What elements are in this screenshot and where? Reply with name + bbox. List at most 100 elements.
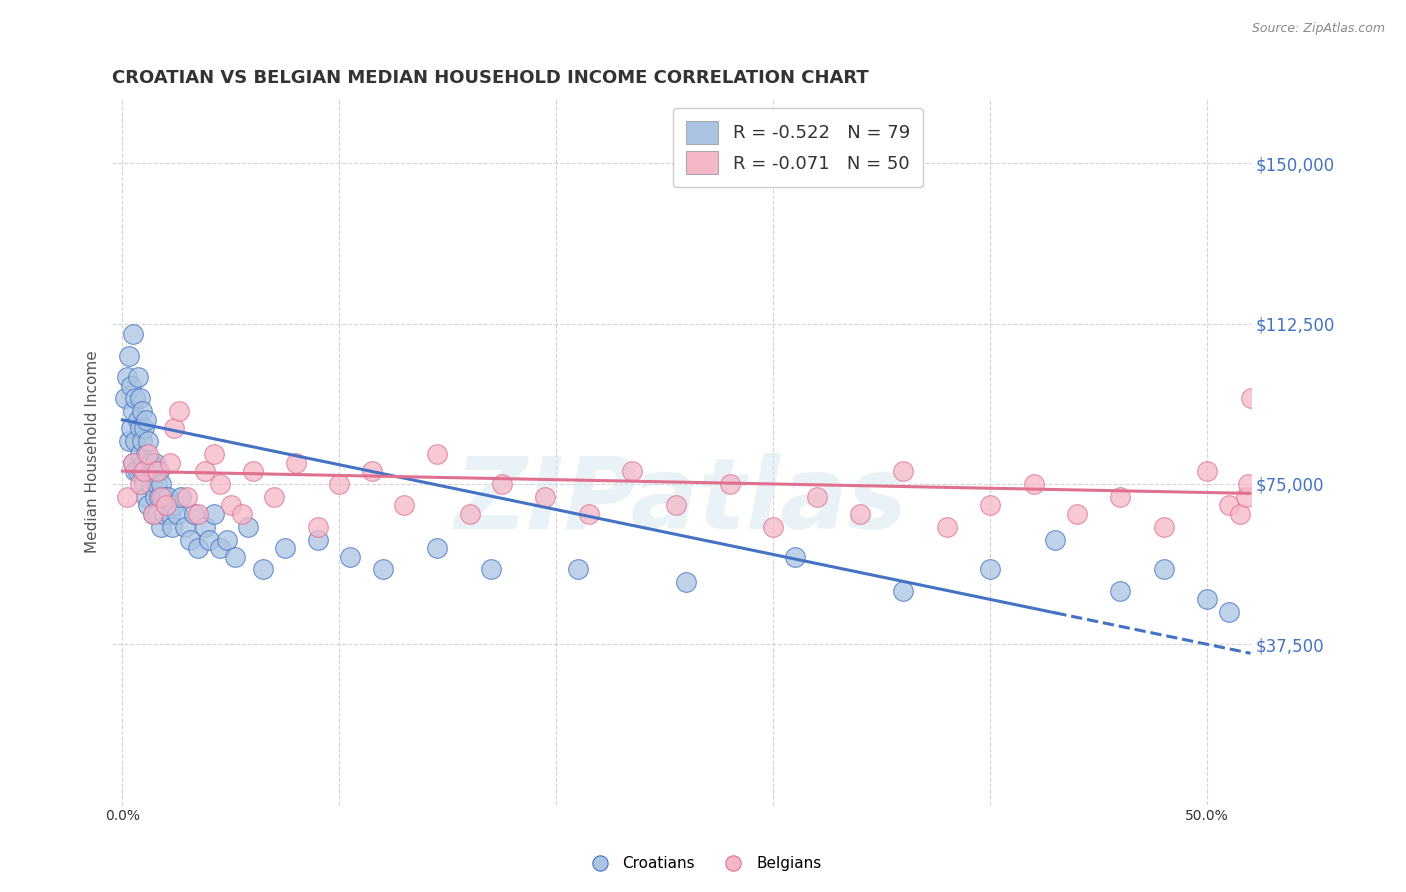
Point bbox=[762, 519, 785, 533]
Point bbox=[806, 490, 828, 504]
Point bbox=[371, 562, 394, 576]
Point bbox=[979, 562, 1001, 576]
Point bbox=[155, 499, 177, 513]
Point bbox=[127, 370, 149, 384]
Point bbox=[167, 404, 190, 418]
Point bbox=[893, 464, 915, 478]
Point bbox=[718, 477, 741, 491]
Point bbox=[238, 519, 260, 533]
Point bbox=[122, 327, 145, 342]
Point bbox=[156, 490, 179, 504]
Point bbox=[1239, 392, 1261, 406]
Point bbox=[128, 392, 150, 406]
Point bbox=[307, 519, 329, 533]
Point bbox=[122, 404, 145, 418]
Point bbox=[242, 464, 264, 478]
Text: CROATIAN VS BELGIAN MEDIAN HOUSEHOLD INCOME CORRELATION CHART: CROATIAN VS BELGIAN MEDIAN HOUSEHOLD INC… bbox=[111, 69, 869, 87]
Point bbox=[1109, 583, 1132, 598]
Point bbox=[479, 562, 502, 576]
Point bbox=[1218, 499, 1240, 513]
Point bbox=[328, 477, 350, 491]
Point bbox=[935, 519, 957, 533]
Point bbox=[146, 477, 169, 491]
Point bbox=[252, 562, 274, 576]
Point bbox=[1197, 464, 1219, 478]
Point bbox=[578, 507, 600, 521]
Legend: Croatians, Belgians: Croatians, Belgians bbox=[578, 850, 828, 877]
Point bbox=[120, 378, 142, 392]
Point bbox=[132, 464, 155, 478]
Point bbox=[194, 519, 217, 533]
Point bbox=[426, 447, 449, 461]
Point bbox=[194, 464, 217, 478]
Point bbox=[215, 533, 238, 547]
Point bbox=[118, 434, 141, 449]
Point bbox=[131, 464, 153, 478]
Point bbox=[128, 447, 150, 461]
Point bbox=[131, 434, 153, 449]
Point bbox=[202, 507, 225, 521]
Point bbox=[146, 464, 169, 478]
Point bbox=[1234, 490, 1257, 504]
Point bbox=[114, 392, 136, 406]
Point bbox=[534, 490, 557, 504]
Point bbox=[163, 421, 186, 435]
Point bbox=[183, 507, 205, 521]
Point bbox=[284, 456, 307, 470]
Point bbox=[1022, 477, 1045, 491]
Point bbox=[148, 490, 170, 504]
Point bbox=[128, 421, 150, 435]
Point bbox=[665, 499, 688, 513]
Point bbox=[202, 447, 225, 461]
Point bbox=[139, 477, 162, 491]
Point bbox=[166, 507, 188, 521]
Point bbox=[150, 490, 173, 504]
Point bbox=[142, 464, 165, 478]
Point bbox=[115, 490, 138, 504]
Point bbox=[143, 456, 166, 470]
Point bbox=[1153, 562, 1175, 576]
Point bbox=[1218, 605, 1240, 619]
Point bbox=[224, 549, 246, 564]
Point bbox=[783, 549, 806, 564]
Point bbox=[122, 456, 145, 470]
Point bbox=[138, 434, 160, 449]
Point bbox=[1045, 533, 1067, 547]
Point bbox=[131, 404, 153, 418]
Point bbox=[138, 499, 160, 513]
Point bbox=[138, 464, 160, 478]
Y-axis label: Median Household Income: Median Household Income bbox=[86, 351, 100, 553]
Point bbox=[1229, 507, 1251, 521]
Point bbox=[132, 477, 155, 491]
Point bbox=[187, 507, 209, 521]
Point bbox=[621, 464, 644, 478]
Point bbox=[146, 507, 169, 521]
Point bbox=[849, 507, 872, 521]
Point bbox=[198, 533, 221, 547]
Point bbox=[132, 456, 155, 470]
Point bbox=[187, 541, 209, 555]
Point bbox=[124, 464, 146, 478]
Point bbox=[150, 519, 173, 533]
Point bbox=[360, 464, 382, 478]
Point bbox=[162, 519, 184, 533]
Point bbox=[122, 456, 145, 470]
Point bbox=[176, 490, 198, 504]
Point bbox=[139, 456, 162, 470]
Point bbox=[148, 464, 170, 478]
Point bbox=[142, 507, 165, 521]
Point bbox=[152, 490, 174, 504]
Point bbox=[120, 421, 142, 435]
Point bbox=[159, 456, 181, 470]
Point bbox=[127, 413, 149, 427]
Point bbox=[150, 477, 173, 491]
Point bbox=[339, 549, 361, 564]
Point bbox=[491, 477, 513, 491]
Point bbox=[274, 541, 297, 555]
Point bbox=[115, 370, 138, 384]
Text: Source: ZipAtlas.com: Source: ZipAtlas.com bbox=[1251, 22, 1385, 36]
Point bbox=[231, 507, 253, 521]
Legend: R = -0.522   N = 79, R = -0.071   N = 50: R = -0.522 N = 79, R = -0.071 N = 50 bbox=[673, 108, 922, 187]
Point bbox=[170, 490, 193, 504]
Point bbox=[127, 464, 149, 478]
